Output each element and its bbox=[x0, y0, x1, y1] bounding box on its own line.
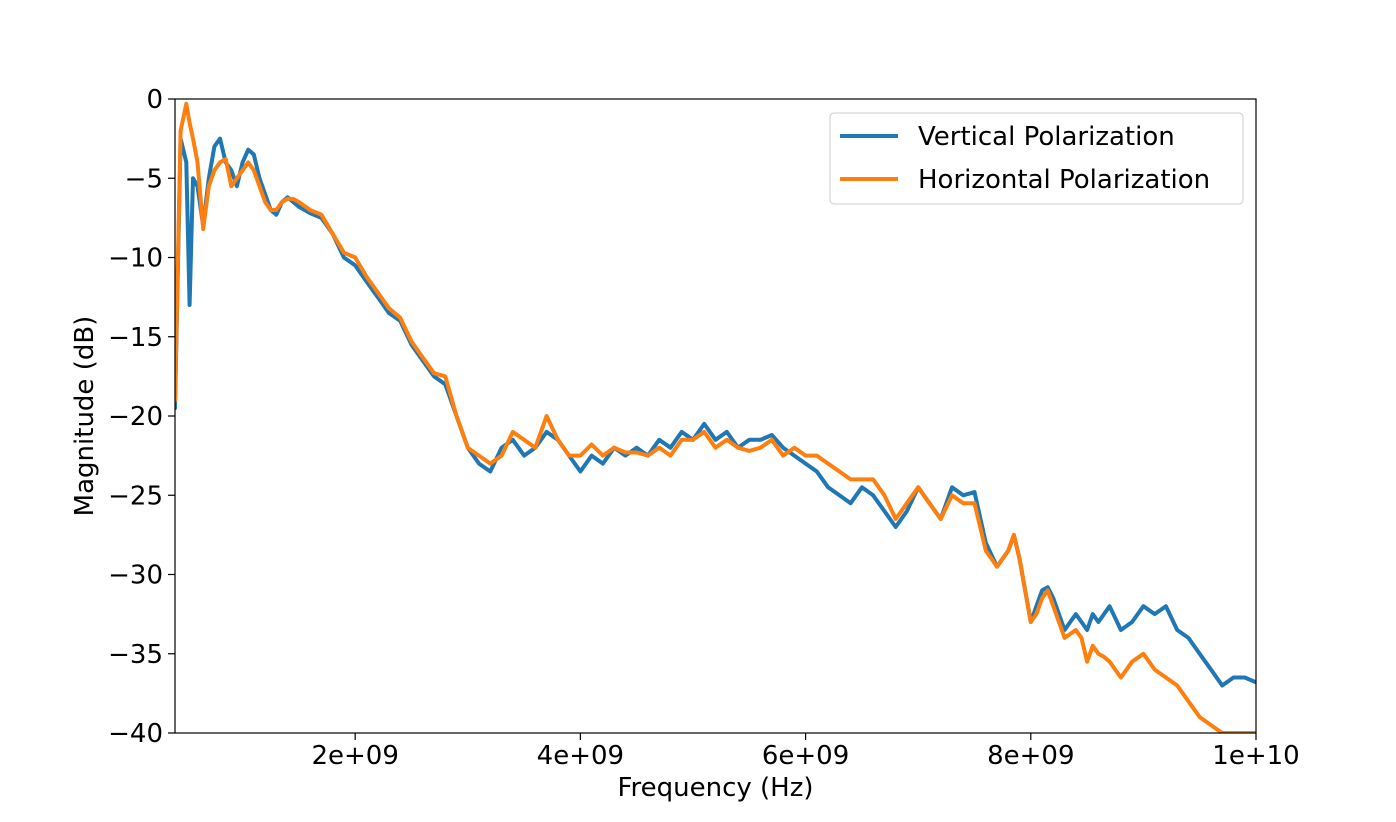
y-tick-label: −40 bbox=[108, 719, 163, 749]
legend: Vertical Polarization Horizontal Polariza… bbox=[829, 112, 1244, 205]
x-axis-label: Frequency (Hz) bbox=[617, 773, 813, 803]
x-tick-label: 8e+09 bbox=[987, 741, 1074, 771]
y-tick-label: 0 bbox=[146, 85, 163, 115]
x-axis: 2e+09 4e+09 6e+09 8e+09 1e+10 bbox=[311, 733, 1300, 771]
y-tick-label: −15 bbox=[108, 323, 163, 353]
series-line-vertical bbox=[175, 136, 1256, 688]
plot-area bbox=[175, 99, 1256, 733]
y-axis: 0 −5 −10 −15 −20 −25 −30 −35 −40 bbox=[108, 85, 175, 749]
y-tick-label: −25 bbox=[108, 481, 163, 511]
x-tick-label: 6e+09 bbox=[762, 741, 849, 771]
series-line-horizontal bbox=[175, 101, 1256, 733]
y-tick-label: −20 bbox=[108, 402, 163, 432]
y-tick-label: −35 bbox=[108, 640, 163, 670]
legend-label: Horizontal Polarization bbox=[918, 165, 1210, 195]
y-axis-label: Magnitude (dB) bbox=[70, 316, 100, 517]
legend-label: Vertical Polarization bbox=[918, 122, 1175, 152]
y-tick-label: −30 bbox=[108, 561, 163, 591]
y-tick-label: −5 bbox=[125, 164, 163, 194]
x-tick-label: 4e+09 bbox=[537, 741, 624, 771]
y-tick-label: −10 bbox=[108, 244, 163, 274]
series-layer bbox=[175, 101, 1256, 733]
x-tick-label: 2e+09 bbox=[311, 741, 398, 771]
x-tick-label: 1e+10 bbox=[1212, 741, 1299, 771]
legend-box bbox=[829, 112, 1244, 205]
